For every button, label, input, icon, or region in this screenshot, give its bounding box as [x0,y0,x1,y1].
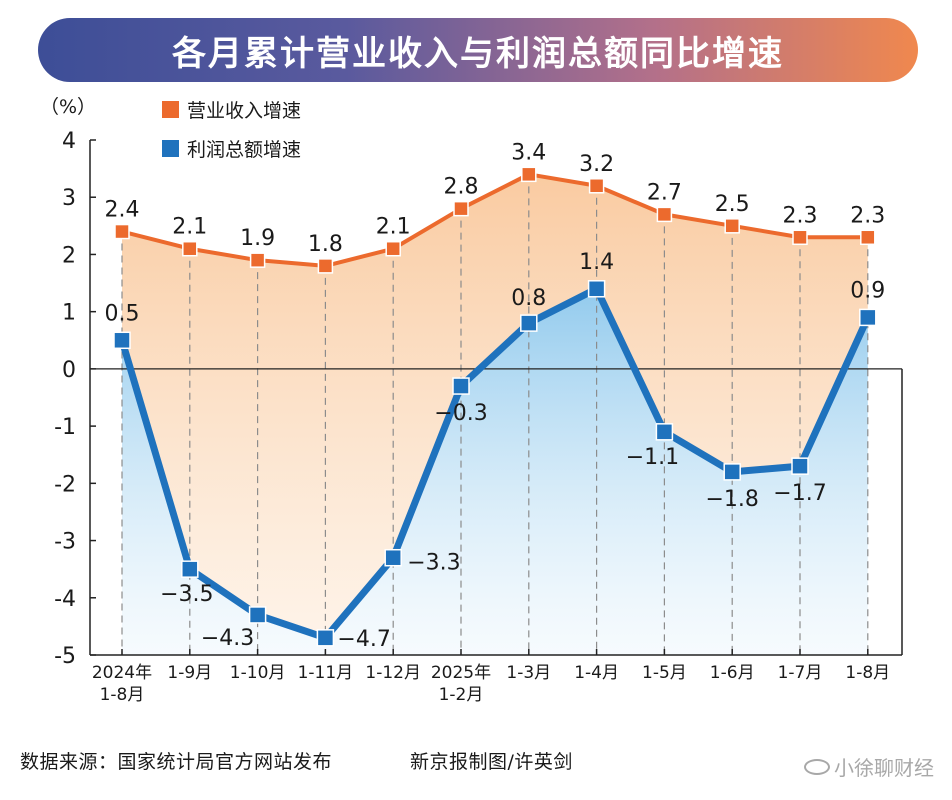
y-tick-label: 2 [62,243,76,268]
profit-data-label: −1.8 [705,487,758,512]
x-tick-label: 1-7月 [778,663,823,683]
profit-data-label: −4.7 [337,627,390,652]
revenue-point [521,166,537,183]
profit-point [113,331,131,350]
revenue-data-label: 2.5 [715,192,750,217]
revenue-data-label: 2.1 [376,215,411,240]
x-tick-label: 1-8月 [845,663,890,683]
profit-point [791,457,809,475]
revenue-data-label: 2.7 [647,180,682,205]
revenue-data-label: 2.4 [105,198,140,223]
revenue-point [182,240,198,257]
revenue-data-label: 2.1 [172,215,207,240]
revenue-point [114,223,130,240]
revenue-data-label: 1.9 [240,226,275,251]
profit-data-label: 0.8 [511,286,546,311]
x-tick-label: 1-11月 [298,663,354,683]
x-tick-label: 2025年 [431,663,491,683]
legend-label-revenue: 营业收入增速 [187,100,301,122]
profit-data-label: 0.5 [105,301,140,326]
revenue-data-label: 2.8 [444,175,479,200]
profit-data-label: 1.4 [579,250,614,275]
profit-data-label: −0.3 [434,401,487,426]
y-axis-unit: （%） [40,96,96,118]
profit-point [181,560,199,578]
revenue-data-label: 2.3 [783,203,818,228]
revenue-area-fill [122,174,868,638]
x-tick-label: 1-8月 [100,685,145,705]
revenue-point [317,258,334,274]
profit-point [316,629,335,647]
x-tick-label: 1-5月 [642,663,687,683]
y-tick-label: -5 [54,644,76,669]
legend-swatch-profit [162,140,179,157]
revenue-data-label: 2.3 [850,203,885,228]
profit-point [520,314,538,332]
profit-point [587,280,606,298]
legend-swatch-revenue [162,101,179,118]
watermark-text: 小徐聊财经 [834,756,934,780]
revenue-point [656,206,673,223]
x-tick-label: 1-3月 [506,663,551,683]
y-tick-label: -3 [54,530,76,555]
y-tick-label: -4 [54,587,76,612]
profit-point [723,463,741,481]
profit-point [384,548,402,567]
y-tick-label: -1 [54,415,76,440]
revenue-point [792,229,808,246]
profit-data-label: −1.7 [773,481,826,506]
legend-label-profit: 利润总额增速 [187,139,301,161]
profit-data-label: −3.3 [407,551,460,576]
profit-data-label: −4.3 [201,626,254,651]
revenue-point [588,178,605,194]
revenue-line [121,172,868,268]
revenue-point [453,200,469,217]
revenue-point [724,218,740,234]
profit-point [452,377,470,395]
profit-area-fill [122,288,868,655]
y-tick-label: -2 [54,472,76,497]
x-tick-label: 1-4月 [574,663,619,683]
revenue-point [385,240,401,257]
revenue-data-label: 3.2 [579,152,614,177]
profit-line [118,285,871,642]
footer-credit: 新京报制图/许英剑 [410,751,573,773]
revenue-point [860,229,876,246]
y-tick-label: 4 [62,129,76,154]
y-tick-label: 1 [62,301,76,326]
x-tick-label: 1-12月 [365,663,421,683]
profit-data-label: 0.9 [850,278,885,303]
x-tick-label: 1-6月 [710,663,755,683]
chart-title: 各月累计营业收入与利润总额同比增速 [38,18,918,82]
x-tick-label: 1-2月 [439,685,484,705]
profit-point [859,308,877,327]
x-tick-label: 1-9月 [167,663,212,683]
y-tick-label: 3 [62,186,76,211]
x-tick-label: 1-10月 [230,663,286,683]
revenue-point [249,252,266,268]
y-tick-label: 0 [62,358,76,383]
revenue-data-label: 1.8 [308,232,343,257]
revenue-data-label: 3.4 [511,140,546,165]
profit-data-label: −3.5 [160,582,213,607]
footer-source: 数据来源：国家统计局官方网站发布 [20,751,333,773]
profit-point [248,606,267,624]
profit-data-label: −1.1 [626,445,679,470]
profit-point [655,423,674,441]
watermark-logo-icon [804,758,830,775]
x-tick-label: 2024年 [92,663,152,683]
watermark: 小徐聊财经 [804,752,934,781]
